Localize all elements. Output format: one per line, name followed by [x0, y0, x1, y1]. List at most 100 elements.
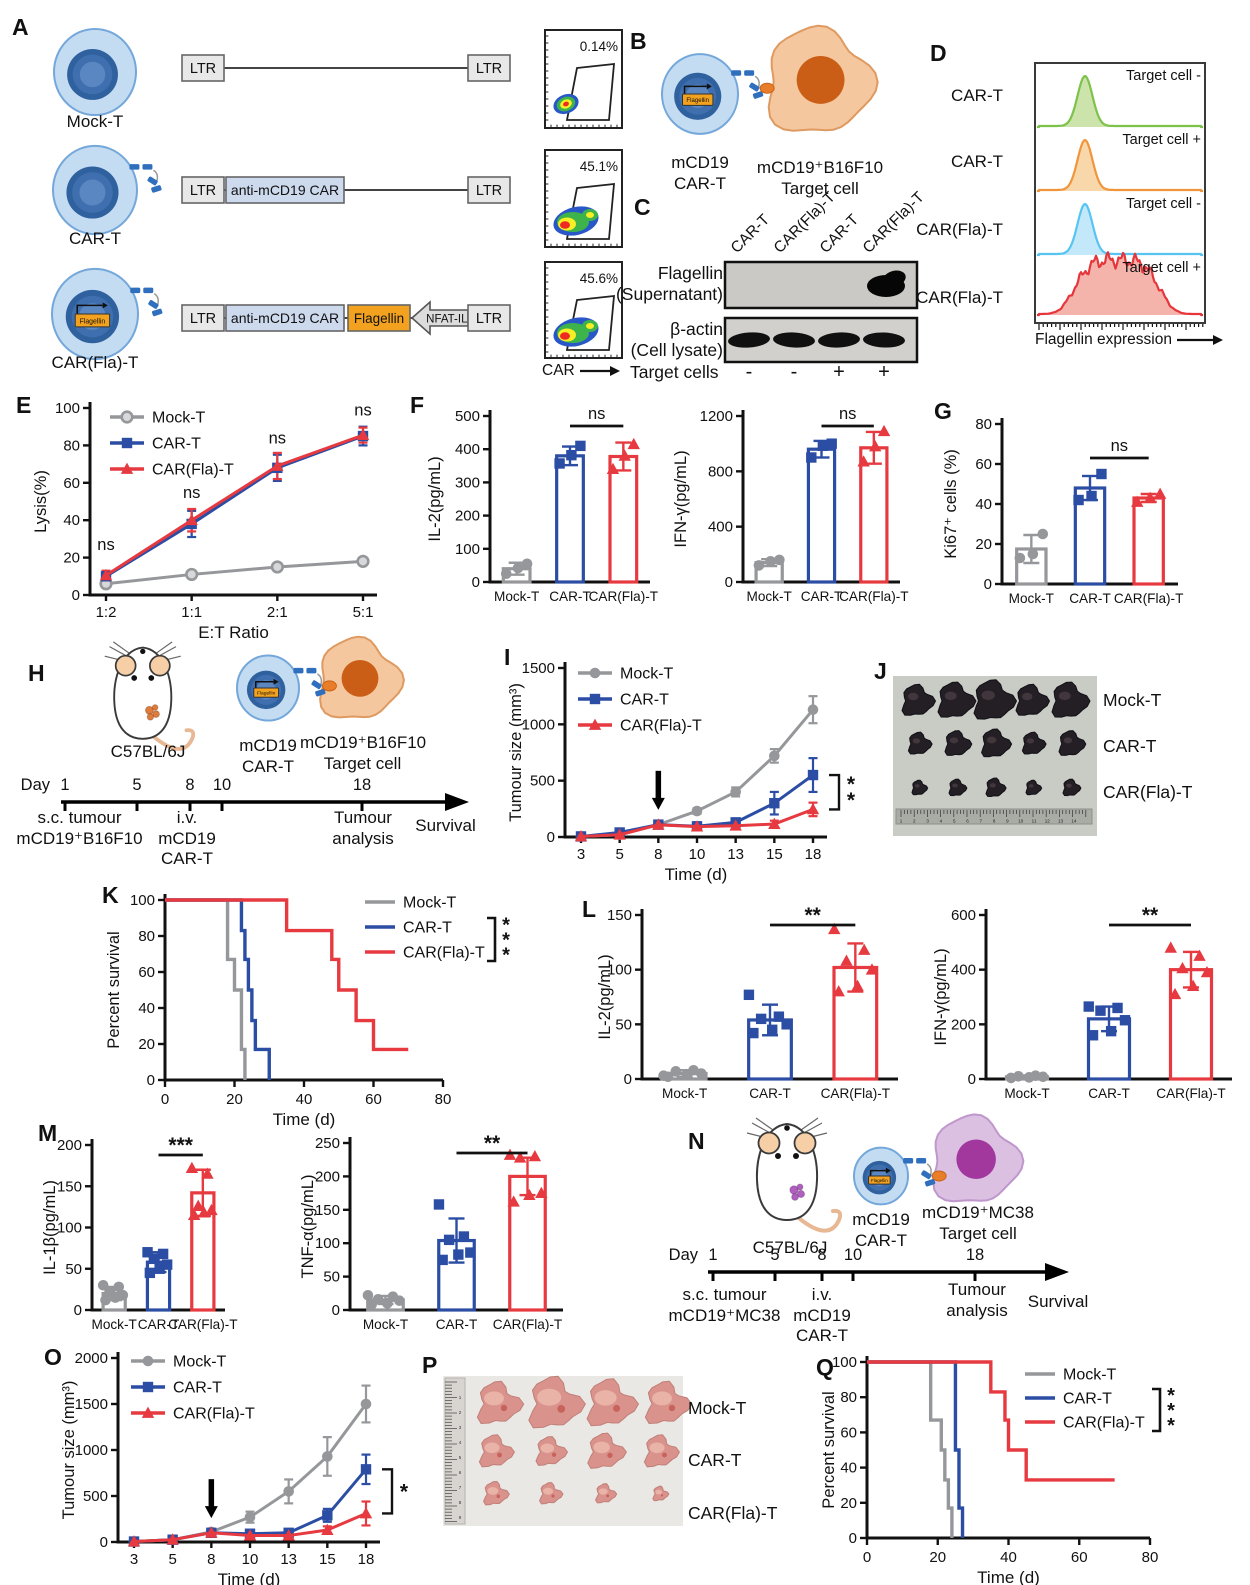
- histogram-curve: [1037, 139, 1203, 193]
- svg-text:Mock-T: Mock-T: [494, 589, 539, 604]
- flagellin-gene-box: [868, 1175, 891, 1185]
- d-row3-label: CAR(Fla)-T: [916, 220, 1003, 239]
- n-cart-label: mCD19 CAR-T: [852, 1210, 910, 1250]
- svg-text:60: 60: [975, 456, 992, 473]
- construct-box: [467, 304, 511, 332]
- svg-text:5: 5: [132, 776, 141, 794]
- target-cell-icon: [319, 635, 405, 719]
- survival-curve: [867, 1360, 954, 1538]
- tumor-blob: [1025, 779, 1043, 796]
- svg-text:60: 60: [365, 1091, 382, 1108]
- svg-text:100: 100: [455, 541, 480, 558]
- tumor-spot: [151, 704, 159, 711]
- sign-4: +: [878, 361, 890, 383]
- svg-text:600: 600: [951, 907, 976, 924]
- svg-text:Time (d): Time (d): [218, 1570, 281, 1585]
- bar: [1132, 496, 1165, 586]
- n-mouse-label: C57BL/6J: [752, 1238, 828, 1257]
- svg-text:7: 7: [459, 1485, 462, 1490]
- western-blot-band: [773, 332, 815, 348]
- svg-text:Percent survival: Percent survival: [820, 1391, 838, 1508]
- svg-text:CAR-T: CAR-T: [436, 1317, 478, 1332]
- chart-il1b: 0 50 100 150 200 IL-1β(pg/mL) Mock-T CAR-TCAR(F…: [41, 1134, 238, 1332]
- t-cell-icon: [52, 144, 162, 236]
- svg-text:IL-1β(pg/mL): IL-1β(pg/mL): [41, 1180, 59, 1275]
- svg-text:20: 20: [929, 1549, 946, 1566]
- sign-2: -: [790, 361, 798, 383]
- svg-text:1000: 1000: [75, 1442, 108, 1459]
- svg-text:CAR(Fla)-T: CAR(Fla)-T: [839, 589, 908, 604]
- svg-text:18: 18: [805, 846, 822, 863]
- d-axis-text: Flagellin expression: [1035, 331, 1172, 348]
- ruler: 1 2 3 4 5 6 7 8 9 10 11 12 13 14: [895, 808, 1093, 825]
- h-target-label: mCD19⁺B16F10 Target cell: [300, 733, 427, 773]
- chart-survival-b16: 0 20 40 60 80 100 Percent survival 0 20 40 60 80 Tim…: [105, 892, 510, 1129]
- car-axis-text: CAR: [542, 362, 575, 379]
- panel-c-letter: C: [634, 194, 651, 220]
- svg-text:400: 400: [455, 441, 480, 458]
- svg-text:500: 500: [455, 408, 480, 425]
- d-row1-label: CAR-T: [951, 86, 1003, 105]
- svg-text:45.6%: 45.6%: [580, 271, 618, 286]
- svg-text:13: 13: [727, 846, 744, 863]
- series-line: [105, 434, 364, 578]
- svg-text:CAR(Fla)-T: CAR(Fla)-T: [620, 718, 702, 735]
- svg-text:0: 0: [74, 1302, 82, 1319]
- survival-curve: [165, 898, 271, 1080]
- svg-text:40: 40: [296, 1091, 313, 1108]
- svg-text:80: 80: [1142, 1549, 1159, 1566]
- svg-text:0: 0: [332, 1302, 340, 1319]
- t-cell-icon: Flagellin: [236, 654, 337, 722]
- j-row3-label: CAR(Fla)-T: [1103, 782, 1193, 802]
- svg-text:E:T Ratio: E:T Ratio: [198, 623, 269, 642]
- lane-label-1: CAR-T: [727, 211, 774, 257]
- tumor-blob: [944, 730, 973, 756]
- svg-text:2000: 2000: [75, 1350, 108, 1367]
- svg-text:CAR(Fla)-T: CAR(Fla)-T: [403, 945, 485, 962]
- blot-actin: [723, 316, 919, 364]
- density-blob: [553, 206, 599, 236]
- svg-text:1: 1: [459, 1395, 462, 1400]
- panel-b-letter: B: [630, 28, 647, 54]
- mouse-ear: [149, 654, 171, 677]
- svg-text:5: 5: [770, 1246, 779, 1264]
- svg-text:Mock-T: Mock-T: [1063, 1367, 1117, 1384]
- chart-il2-invitro: 0 100 200 300 400 500 IL-2(pg/mL) Mock-T CAR-TCA…: [426, 405, 658, 604]
- svg-text:80: 80: [840, 1389, 857, 1406]
- chart-ifng-invitro: 0 400 800 1200 IFN-γ(pg/mL) Mock-T CAR-TCAR(Fl…: [672, 405, 909, 604]
- svg-text:40: 40: [840, 1460, 857, 1477]
- svg-text:5:1: 5:1: [353, 604, 374, 621]
- svg-text:3: 3: [926, 819, 929, 824]
- svg-text:13: 13: [280, 1551, 297, 1568]
- svg-text:0: 0: [100, 1534, 108, 1551]
- tumor-blob: [981, 728, 1013, 758]
- svg-text:18: 18: [358, 1551, 375, 1568]
- h-cart-label: mCD19 CAR-T: [239, 736, 297, 776]
- svg-text:400: 400: [951, 962, 976, 979]
- mouse-icon: [104, 641, 196, 751]
- svg-text:IL-2(pg/mL): IL-2(pg/mL): [426, 456, 444, 541]
- svg-text:4: 4: [459, 1440, 462, 1445]
- svg-text:9: 9: [1006, 819, 1009, 824]
- svg-text:10: 10: [213, 776, 231, 794]
- d-row4-label: CAR(Fla)-T: [916, 288, 1003, 307]
- western-blot-band: [818, 332, 860, 348]
- mouse-ear: [793, 1131, 817, 1155]
- flagellin-gene-box: [253, 687, 280, 698]
- svg-text:ns: ns: [97, 536, 114, 554]
- svg-text:0: 0: [147, 1072, 155, 1089]
- svg-text:*: *: [502, 930, 510, 952]
- svg-text:6: 6: [966, 819, 969, 824]
- svg-text:CAR-T: CAR-T: [1063, 1391, 1112, 1408]
- tumor-blob: [1058, 730, 1087, 756]
- survival-curve: [867, 1360, 965, 1538]
- survival-curve: [867, 1360, 1115, 1482]
- svg-text:20: 20: [63, 550, 80, 567]
- svg-text:Flagellin: Flagellin: [871, 1178, 888, 1183]
- svg-text:5: 5: [615, 846, 623, 863]
- svg-text:300: 300: [455, 474, 480, 491]
- tumor-blob: [1021, 731, 1047, 755]
- tumor-blob: [937, 681, 977, 718]
- svg-text:500: 500: [530, 773, 555, 790]
